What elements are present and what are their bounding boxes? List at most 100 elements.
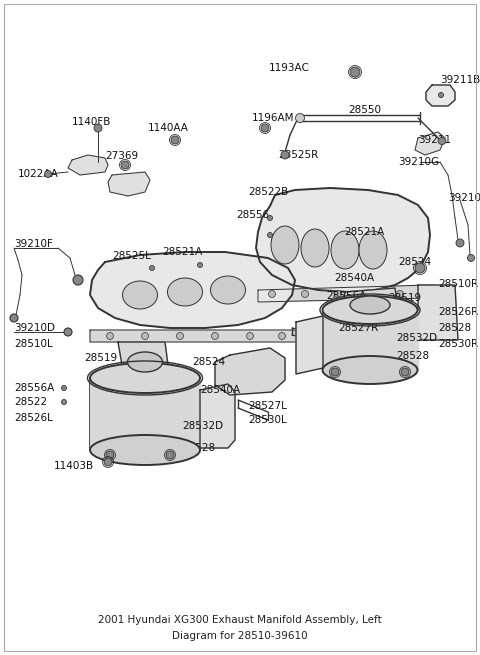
Ellipse shape bbox=[171, 136, 179, 144]
Ellipse shape bbox=[267, 215, 273, 221]
Ellipse shape bbox=[128, 352, 163, 372]
Text: 1196AM: 1196AM bbox=[252, 113, 295, 123]
Ellipse shape bbox=[197, 263, 203, 267]
Ellipse shape bbox=[212, 333, 218, 339]
Text: 28519: 28519 bbox=[388, 293, 421, 303]
Ellipse shape bbox=[396, 291, 404, 297]
Polygon shape bbox=[323, 310, 418, 370]
Text: 27369: 27369 bbox=[105, 151, 138, 161]
Text: 28530L: 28530L bbox=[248, 415, 287, 425]
Text: 28510R: 28510R bbox=[438, 279, 478, 289]
Ellipse shape bbox=[64, 328, 72, 336]
Text: 28528: 28528 bbox=[396, 351, 429, 361]
Ellipse shape bbox=[104, 458, 112, 466]
Text: 28527R: 28527R bbox=[338, 323, 378, 333]
Ellipse shape bbox=[61, 386, 67, 390]
Text: 1193AC: 1193AC bbox=[269, 63, 310, 73]
Text: 28550: 28550 bbox=[348, 105, 381, 115]
Polygon shape bbox=[258, 285, 432, 302]
Ellipse shape bbox=[331, 231, 359, 269]
Ellipse shape bbox=[323, 296, 418, 324]
Text: 28532D: 28532D bbox=[182, 421, 223, 431]
Text: 28528: 28528 bbox=[182, 443, 215, 453]
Ellipse shape bbox=[106, 451, 114, 459]
Ellipse shape bbox=[301, 291, 309, 297]
Text: 28556: 28556 bbox=[236, 210, 269, 220]
Text: 1140FB: 1140FB bbox=[72, 117, 111, 127]
Text: Diagram for 28510-39610: Diagram for 28510-39610 bbox=[172, 631, 308, 641]
Ellipse shape bbox=[350, 296, 390, 314]
Ellipse shape bbox=[367, 291, 373, 297]
Ellipse shape bbox=[267, 233, 273, 238]
Ellipse shape bbox=[438, 138, 446, 145]
Text: 28524: 28524 bbox=[398, 257, 431, 267]
Text: 28528: 28528 bbox=[438, 323, 471, 333]
Text: 28522B: 28522B bbox=[248, 187, 288, 197]
Ellipse shape bbox=[10, 314, 18, 322]
Ellipse shape bbox=[168, 278, 203, 306]
Ellipse shape bbox=[73, 275, 83, 285]
Text: 1022AA: 1022AA bbox=[18, 169, 59, 179]
Polygon shape bbox=[256, 188, 430, 292]
Ellipse shape bbox=[468, 255, 475, 261]
Text: 39211: 39211 bbox=[418, 135, 451, 145]
Ellipse shape bbox=[90, 363, 200, 393]
Ellipse shape bbox=[331, 368, 339, 376]
Ellipse shape bbox=[401, 368, 409, 376]
Polygon shape bbox=[108, 172, 150, 196]
Text: 39210G: 39210G bbox=[398, 157, 439, 167]
Ellipse shape bbox=[61, 400, 67, 405]
Ellipse shape bbox=[247, 333, 253, 339]
Text: 28510L: 28510L bbox=[14, 339, 53, 349]
Text: 28522: 28522 bbox=[330, 305, 363, 315]
Ellipse shape bbox=[301, 229, 329, 267]
Polygon shape bbox=[342, 288, 398, 318]
Text: 28526L: 28526L bbox=[14, 413, 53, 423]
Ellipse shape bbox=[350, 67, 360, 77]
Polygon shape bbox=[68, 155, 108, 175]
Text: 39210F: 39210F bbox=[14, 239, 53, 249]
Ellipse shape bbox=[121, 161, 129, 169]
Polygon shape bbox=[418, 285, 458, 340]
Text: 28519: 28519 bbox=[84, 353, 117, 363]
Ellipse shape bbox=[166, 451, 174, 459]
Text: 28556A: 28556A bbox=[326, 291, 366, 301]
Ellipse shape bbox=[142, 333, 148, 339]
Text: 39211B: 39211B bbox=[440, 75, 480, 85]
Text: 28540A: 28540A bbox=[334, 273, 374, 283]
Ellipse shape bbox=[90, 435, 200, 465]
Polygon shape bbox=[415, 132, 445, 155]
Text: 28525R: 28525R bbox=[278, 150, 318, 160]
Polygon shape bbox=[118, 342, 168, 378]
Text: 28527L: 28527L bbox=[248, 401, 287, 411]
Polygon shape bbox=[90, 252, 295, 328]
Ellipse shape bbox=[419, 291, 425, 297]
Polygon shape bbox=[90, 330, 298, 342]
Ellipse shape bbox=[261, 124, 269, 132]
Polygon shape bbox=[215, 348, 285, 395]
Text: 39210D: 39210D bbox=[14, 323, 55, 333]
Ellipse shape bbox=[281, 151, 289, 159]
Ellipse shape bbox=[296, 113, 304, 122]
Polygon shape bbox=[426, 85, 455, 106]
Ellipse shape bbox=[177, 333, 183, 339]
Ellipse shape bbox=[211, 276, 245, 304]
Polygon shape bbox=[200, 384, 235, 448]
Ellipse shape bbox=[149, 265, 155, 271]
Text: 28525L: 28525L bbox=[112, 251, 151, 261]
Ellipse shape bbox=[268, 291, 276, 297]
Ellipse shape bbox=[94, 124, 102, 132]
Text: 1140AA: 1140AA bbox=[148, 123, 189, 133]
Polygon shape bbox=[296, 316, 323, 374]
Text: 28521A: 28521A bbox=[162, 247, 202, 257]
Ellipse shape bbox=[359, 231, 387, 269]
Ellipse shape bbox=[278, 333, 286, 339]
Text: 28532D: 28532D bbox=[396, 333, 437, 343]
Text: 2001 Hyundai XG300 Exhaust Manifold Assembly, Left: 2001 Hyundai XG300 Exhaust Manifold Asse… bbox=[98, 615, 382, 625]
Text: 11403B: 11403B bbox=[54, 461, 94, 471]
Text: 28522: 28522 bbox=[14, 397, 47, 407]
Text: 28524: 28524 bbox=[192, 357, 225, 367]
Text: 39210E: 39210E bbox=[448, 193, 480, 203]
Ellipse shape bbox=[415, 263, 425, 273]
Ellipse shape bbox=[323, 356, 418, 384]
